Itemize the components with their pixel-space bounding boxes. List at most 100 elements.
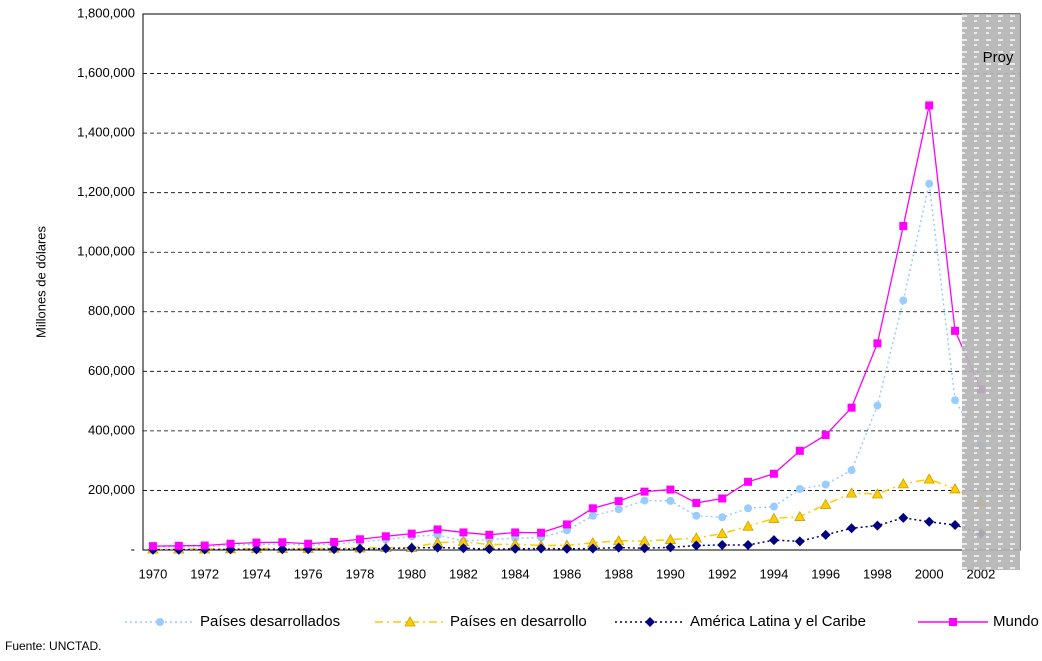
data-point	[510, 543, 521, 554]
y-tick-label: -	[131, 541, 135, 556]
data-point	[562, 520, 571, 529]
data-point	[820, 529, 831, 540]
legend-label: Países desarrollados	[200, 613, 340, 630]
data-point	[821, 480, 830, 489]
data-point	[951, 396, 960, 405]
data-point	[742, 520, 754, 531]
data-point	[768, 535, 779, 546]
data-point	[794, 510, 806, 522]
data-point	[561, 543, 572, 554]
data-point	[252, 538, 261, 547]
y-tick-label: 1,000,000	[77, 244, 135, 259]
series-line	[152, 183, 982, 548]
data-point	[148, 542, 157, 551]
data-point	[329, 544, 340, 555]
data-point	[536, 543, 547, 554]
data-point	[511, 528, 520, 537]
data-point	[174, 541, 183, 550]
plot-frame	[142, 13, 1021, 551]
x-tick-label: 1990	[656, 566, 685, 581]
data-point	[743, 539, 754, 550]
x-tick-label: 1996	[811, 566, 840, 581]
data-point	[640, 487, 649, 496]
data-point	[821, 431, 830, 440]
data-point	[692, 511, 701, 520]
x-tick-label: 1988	[604, 566, 633, 581]
data-point	[871, 488, 884, 499]
y-tick-label: 1,800,000	[77, 5, 135, 20]
data-point	[744, 504, 753, 513]
x-tick-label: 1992	[708, 566, 737, 581]
data-point	[898, 512, 909, 523]
x-tick-label: 2002	[966, 566, 995, 581]
data-point	[899, 296, 908, 305]
data-point	[949, 483, 961, 494]
data-point	[432, 542, 443, 553]
y-tick-label: 800,000	[88, 303, 135, 318]
data-point	[768, 512, 780, 523]
data-point	[278, 538, 287, 547]
data-point	[226, 539, 235, 548]
data-point	[200, 541, 209, 550]
legend-marker	[949, 618, 957, 626]
data-point	[484, 544, 495, 555]
data-point	[795, 446, 804, 455]
source-note: Fuente: UNCTAD.	[5, 639, 101, 653]
data-point	[406, 542, 417, 553]
y-tick-label: 1,600,000	[77, 65, 135, 80]
data-point	[433, 525, 442, 534]
data-point	[873, 339, 882, 348]
data-point	[846, 523, 857, 534]
data-point	[251, 544, 262, 555]
data-point	[899, 222, 908, 231]
y-tick-label: 200,000	[88, 482, 135, 497]
x-tick-label: 2000	[915, 566, 944, 581]
x-tick-label: 1970	[138, 566, 167, 581]
data-point	[665, 542, 676, 553]
data-point	[923, 473, 935, 484]
data-point	[691, 540, 702, 551]
data-point	[692, 498, 701, 507]
x-tick-label: 1974	[242, 566, 271, 581]
data-point	[951, 326, 960, 335]
data-point	[639, 543, 650, 554]
data-point	[845, 487, 858, 498]
x-tick-label: 1980	[397, 566, 426, 581]
data-point	[407, 529, 416, 538]
y-axis-label: Millones de dólares	[33, 226, 48, 339]
data-point	[666, 485, 675, 494]
data-point	[873, 401, 882, 410]
legend-marker	[156, 618, 164, 626]
data-point	[666, 496, 675, 505]
projection-label: Proy	[983, 49, 1014, 66]
data-point	[537, 528, 546, 537]
data-point	[381, 532, 390, 541]
data-point	[795, 484, 804, 493]
legend-marker	[404, 616, 416, 627]
x-tick-label: 1986	[552, 566, 581, 581]
data-point	[330, 537, 339, 546]
data-point	[459, 528, 468, 537]
data-point	[304, 539, 313, 548]
data-point	[769, 502, 778, 511]
data-point	[716, 527, 728, 539]
data-point	[925, 179, 934, 188]
data-point	[277, 544, 288, 555]
data-point	[587, 543, 598, 554]
data-point	[355, 535, 364, 544]
data-point	[794, 536, 805, 547]
data-point	[925, 101, 934, 110]
data-point	[588, 504, 597, 513]
x-tick-label: 1976	[294, 566, 323, 581]
data-point	[588, 511, 597, 520]
projection-area	[962, 14, 1020, 570]
data-point	[717, 539, 728, 550]
legend-label: Países en desarrollo	[450, 613, 587, 630]
y-tick-label: 1,200,000	[77, 184, 135, 199]
data-point	[664, 533, 677, 544]
y-tick-label: 400,000	[88, 422, 135, 437]
data-point	[924, 516, 935, 527]
data-point	[485, 530, 494, 539]
data-point	[718, 513, 727, 522]
